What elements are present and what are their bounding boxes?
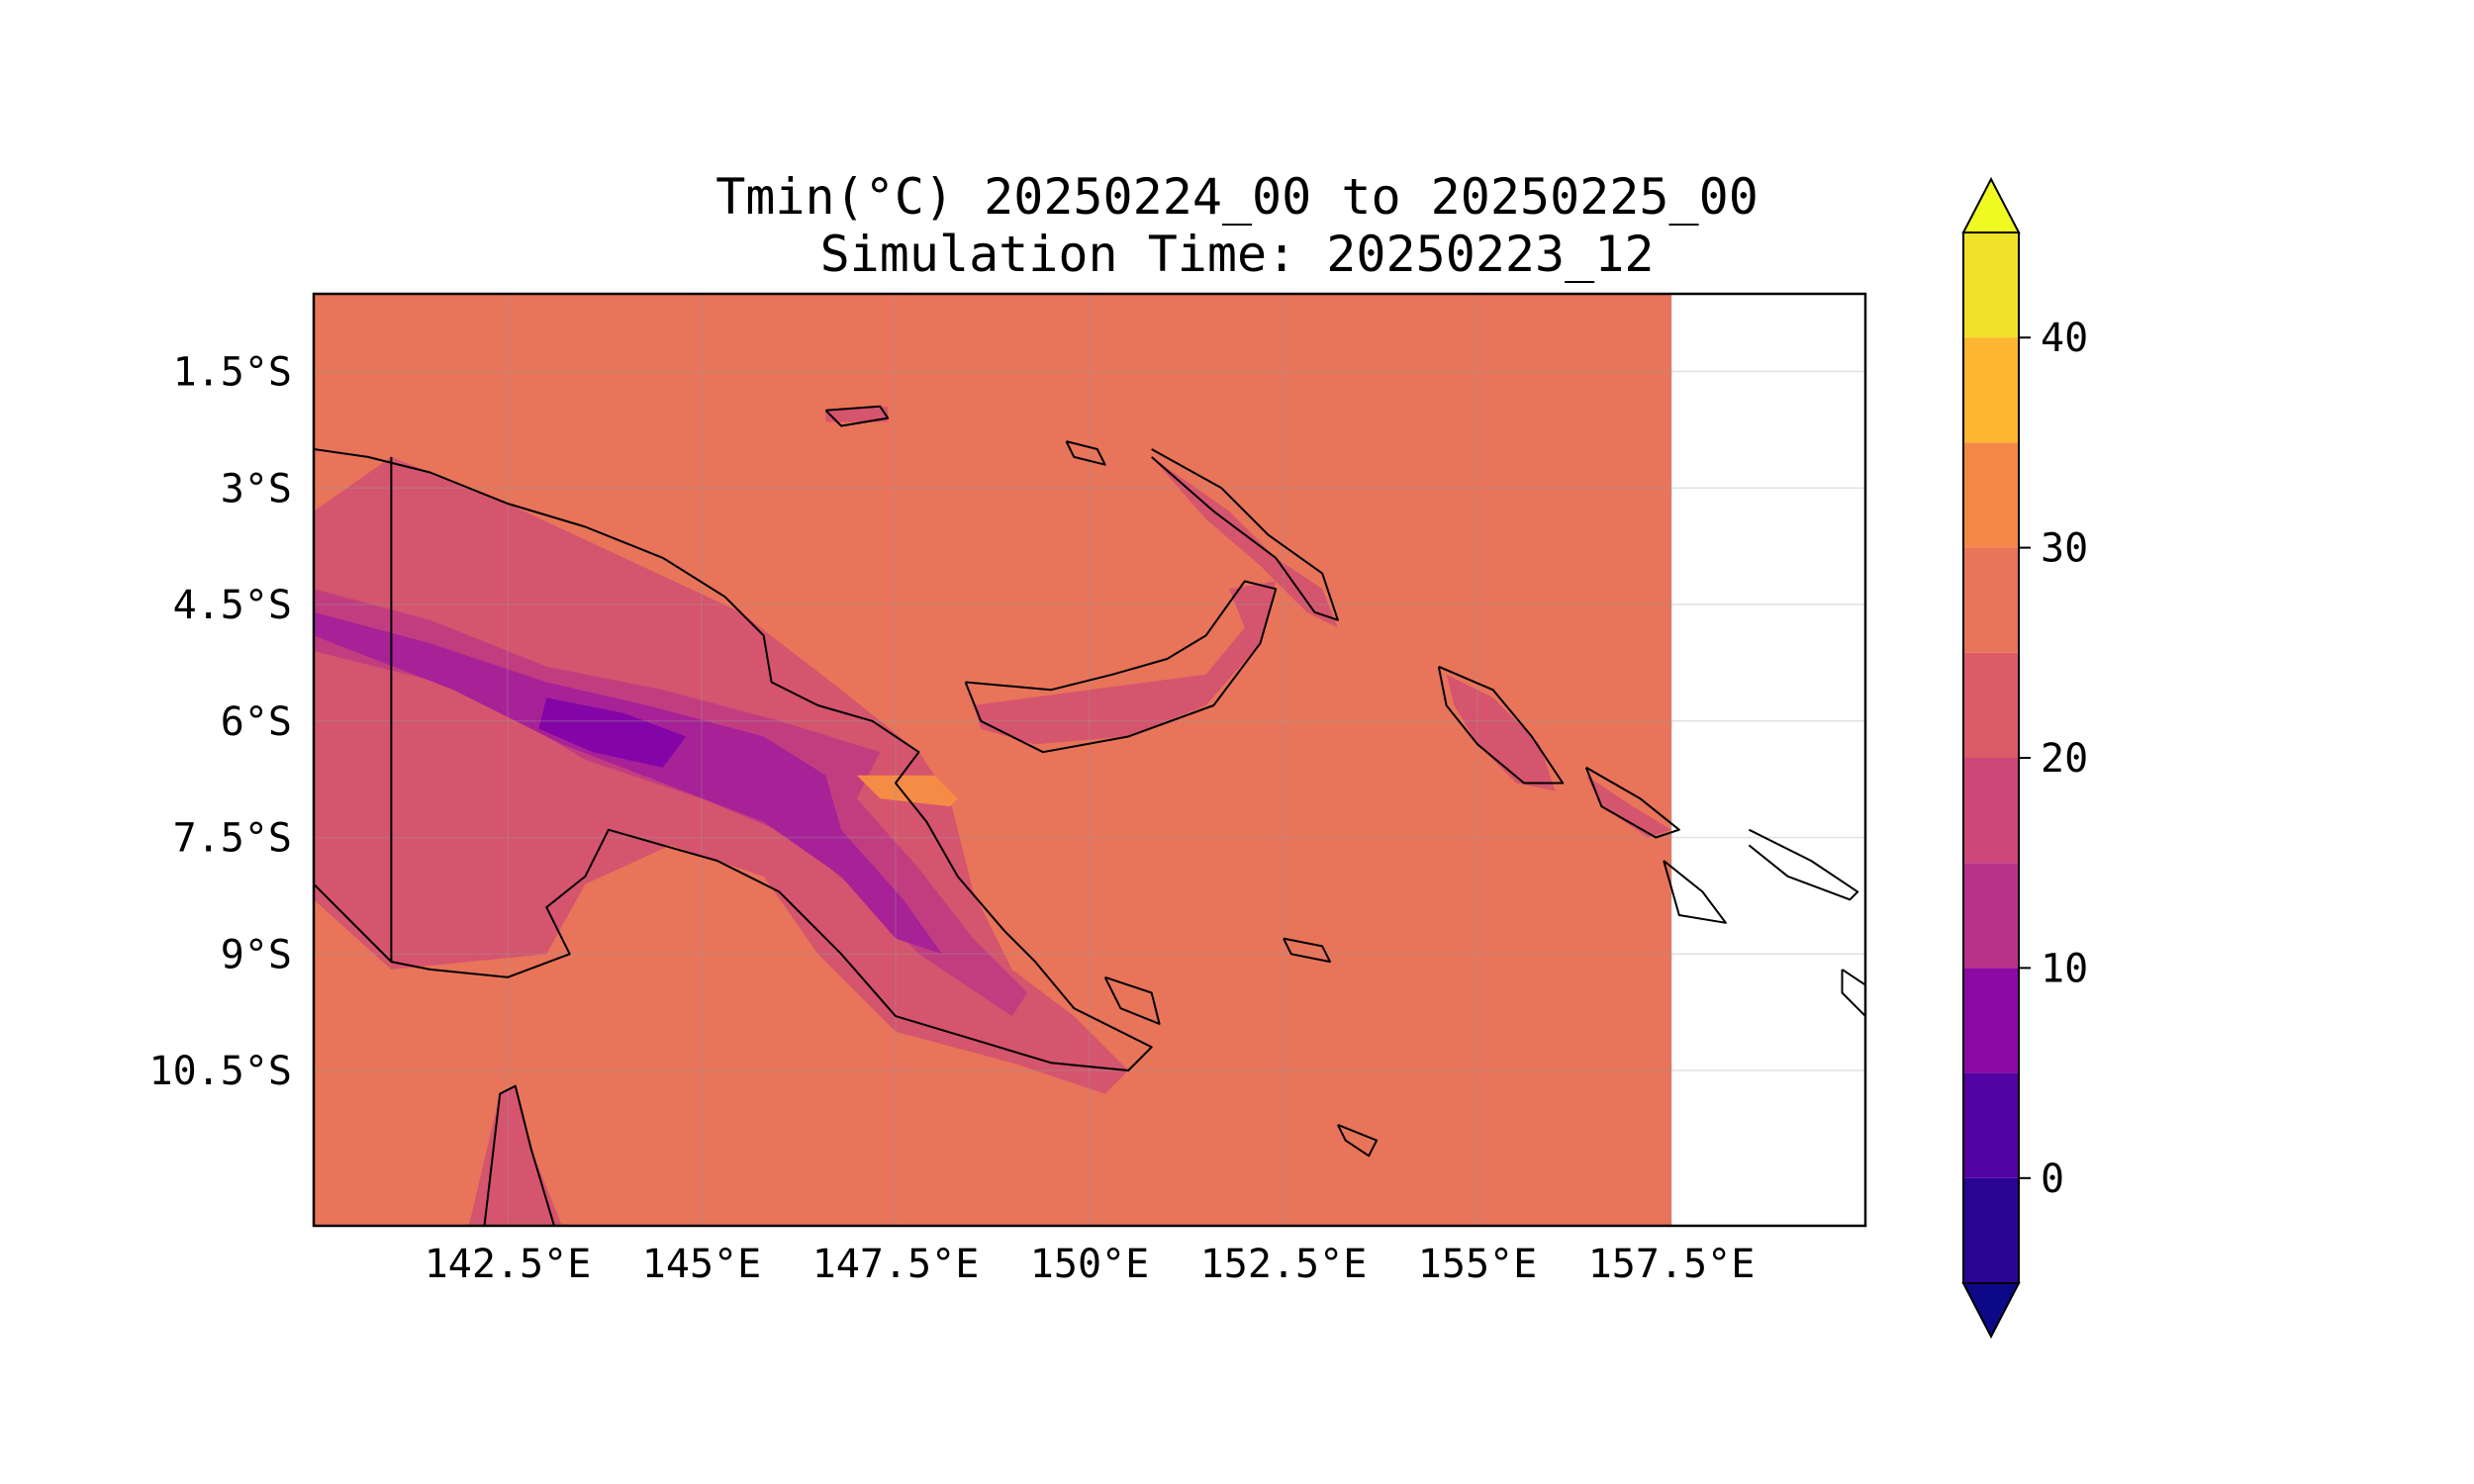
coastline (1584, 766, 1680, 839)
contour-region-new-ireland (1151, 456, 1338, 628)
lat-tick-label: 9°S (221, 932, 292, 977)
lon-tick-label: 150°E (1030, 1242, 1149, 1287)
colorbar-segment (1963, 442, 2019, 548)
contour-region-highlands-core (538, 697, 687, 768)
colorbar-segment (1963, 1072, 2019, 1178)
coastline (1748, 828, 1859, 901)
colorbar-tick-label: 0 (2041, 1157, 2064, 1202)
colorbar-segment (1963, 758, 2019, 864)
coastline (1065, 440, 1106, 466)
lon-tick-label: 145°E (642, 1242, 761, 1287)
coastline (964, 580, 1278, 754)
coastline (1103, 975, 1161, 1025)
coastline (824, 405, 890, 427)
contour-region-new-britain (973, 581, 1277, 745)
map-frame (312, 292, 1867, 1228)
longitude-ticks: 142.5°E 145°E 147.5°E 150°E 152.5°E 155°E 157.… (425, 1242, 1756, 1287)
coastline (1841, 969, 1865, 1018)
lat-tick-label: 3°S (221, 466, 292, 511)
chart-title-line1: Tmin(°C) 20250224_00 to 20250225_00 (715, 168, 1759, 226)
coastline (1437, 665, 1565, 785)
colorbar-segment (1963, 863, 2019, 969)
lon-tick-label: 142.5°E (425, 1242, 592, 1287)
coastline (1283, 937, 1331, 964)
colorbar-segment (1963, 968, 2019, 1073)
colorbar: 0 10 20 30 40 (1961, 176, 2088, 1340)
coastline (483, 1084, 555, 1226)
contour-region-manus (825, 406, 889, 422)
coastline (1663, 860, 1727, 924)
latitude-ticks: 1.5°S 3°S 4.5°S 6°S 7.5°S 9°S 10.5°S (149, 350, 293, 1095)
lon-tick-label: 155°E (1418, 1242, 1537, 1287)
lat-tick-label: 7.5°S (173, 816, 292, 862)
contour-region-bougainville (1446, 674, 1556, 791)
colorbar-tick-label: 10 (2041, 946, 2088, 991)
lon-tick-label: 152.5°E (1200, 1242, 1368, 1287)
colorbar-tick-label: 30 (2041, 526, 2088, 572)
contour-region-cape-york (468, 1085, 562, 1226)
lat-tick-label: 4.5°S (173, 583, 292, 628)
lat-tick-label: 1.5°S (173, 350, 292, 396)
colorbar-under-arrow (1961, 1282, 2021, 1340)
colorbar-segment (1963, 1177, 2019, 1283)
colorbar-segment (1963, 337, 2019, 443)
coastline (314, 448, 1153, 1071)
lat-tick-label: 10.5°S (149, 1049, 293, 1094)
map-plot-area (314, 294, 1865, 1226)
lon-tick-label: 157.5°E (1588, 1242, 1756, 1287)
coastline (1337, 1123, 1379, 1158)
colorbar-over-arrow (1961, 176, 2021, 233)
lon-tick-label: 147.5°E (812, 1242, 980, 1287)
contour-region-highlands-inner (314, 611, 942, 955)
contour-region-warm-patch (856, 775, 958, 807)
coastline (1151, 448, 1339, 621)
lat-tick-label: 6°S (221, 699, 292, 745)
colorbar-segment (1963, 547, 2019, 653)
colorbar-tick-label: 20 (2041, 736, 2088, 782)
chart-title-line2: Simulation Time: 20250223_12 (819, 226, 1655, 283)
colorbar-tick-label: 40 (2041, 316, 2088, 361)
colorbar-segment (1963, 652, 2019, 758)
contour-region-choiseul (1585, 775, 1671, 838)
colorbar-segment (1963, 232, 2019, 338)
